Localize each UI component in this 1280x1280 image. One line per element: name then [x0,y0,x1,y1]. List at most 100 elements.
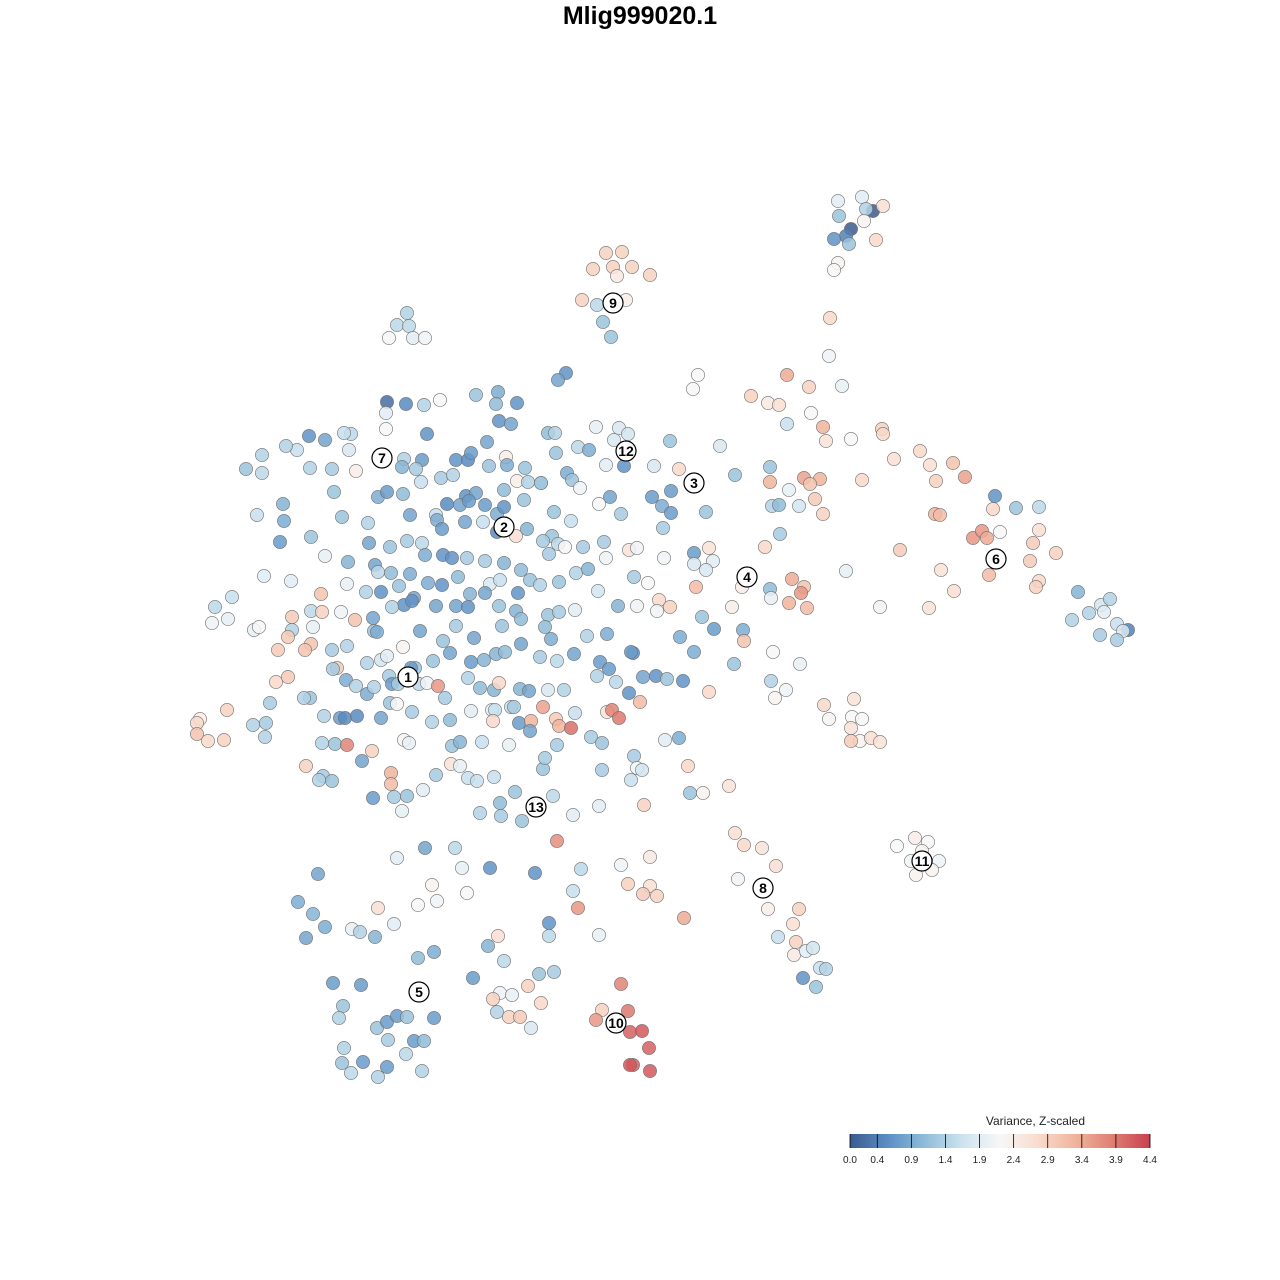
data-point [673,630,687,644]
data-point [792,902,806,916]
data-point [380,1060,394,1074]
data-point [306,907,320,921]
data-point [371,565,385,579]
data-point [1065,613,1079,627]
data-point [493,796,507,810]
data-point [306,620,320,634]
colorbar-tick-label: 2.4 [1007,1155,1021,1166]
data-point [595,736,609,750]
data-point [677,911,691,925]
data-point [792,499,806,513]
data-point [1082,606,1096,620]
data-point [728,468,742,482]
data-point [844,432,858,446]
data-point [464,446,478,460]
cluster-label-text: 5 [415,984,423,1000]
cluster-label-circle [493,516,515,538]
data-point [672,731,686,745]
colorbar-tick-label: 1.4 [939,1155,953,1166]
colorbar-tick-label: 0.4 [870,1155,884,1166]
data-point [542,916,556,930]
data-point [370,625,384,639]
data-point [356,1055,370,1069]
data-point [411,951,425,965]
data-point [873,735,887,749]
data-point [255,466,269,480]
colorbar-tick-label: 0.0 [843,1155,857,1166]
data-point [252,620,266,634]
data-point [785,572,799,586]
data-point [600,627,614,641]
data-point [318,433,332,447]
data-point [354,978,368,992]
data-point [786,917,800,931]
data-point [420,427,434,441]
data-point [946,456,960,470]
data-point [923,458,937,472]
data-point [586,262,600,276]
data-point [542,929,556,943]
data-point [623,1058,637,1072]
data-point [528,866,542,880]
color-legend: 0.0 0.4 0.9 1.4 1.9 2.4 2.9 3.4 3.9 4.4 [843,1134,1157,1166]
data-point [416,783,430,797]
cluster-label-text: 3 [690,475,698,491]
data-point [643,1064,657,1078]
data-point [415,536,429,550]
data-point [725,600,739,614]
data-point [552,605,566,619]
data-point [592,928,606,942]
data-point [460,551,474,565]
data-point [575,293,589,307]
cluster-label-text: 1 [404,669,412,685]
data-point [414,475,428,489]
data-point [315,736,329,750]
data-point [277,514,291,528]
data-point [365,744,379,758]
data-point [318,549,332,563]
data-point [1049,546,1063,560]
data-point [650,604,664,618]
data-point [988,489,1002,503]
data-point [482,459,496,473]
data-point [1032,523,1046,537]
data-point [460,886,474,900]
data-point [486,714,500,728]
cluster-label-circle [408,981,430,1003]
data-point [534,996,548,1010]
data-point [550,654,564,668]
data-point [399,1047,413,1061]
data-point [430,894,444,908]
cluster-label-circle [397,666,419,688]
data-point [592,799,606,813]
data-point [664,484,678,498]
data-point [455,861,469,875]
data-point [621,427,635,441]
data-point [383,540,397,554]
data-point [847,692,861,706]
data-point [533,578,547,592]
data-point [504,417,518,431]
data-point [279,439,293,453]
data-point [491,929,505,943]
data-point [922,601,936,615]
data-point [687,557,701,571]
data-point [250,508,264,522]
data-point [876,199,890,213]
data-point [304,530,318,544]
data-point [657,551,671,565]
data-point [607,433,621,447]
cluster-label: 9 [602,292,624,314]
data-point [317,709,331,723]
data-point [789,935,803,949]
data-point [859,202,873,216]
data-point [498,645,512,659]
data-point [473,681,487,695]
data-point [387,917,401,931]
data-point [589,420,603,434]
data-point [395,460,409,474]
data-point [448,841,462,855]
data-point [763,460,777,474]
data-point [802,380,816,394]
